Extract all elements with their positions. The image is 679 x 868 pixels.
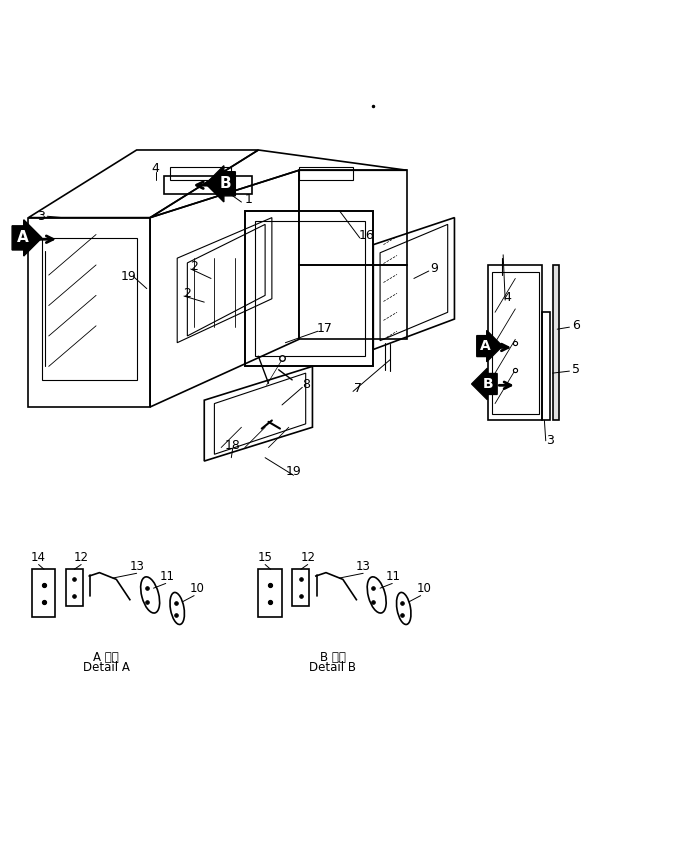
Polygon shape bbox=[553, 265, 559, 420]
Text: 4: 4 bbox=[503, 291, 511, 304]
Text: 1: 1 bbox=[244, 193, 252, 206]
Text: 8: 8 bbox=[301, 378, 310, 391]
Text: A 詳細: A 詳細 bbox=[93, 651, 119, 664]
Ellipse shape bbox=[397, 593, 411, 624]
Text: B: B bbox=[219, 176, 231, 191]
Text: 10: 10 bbox=[190, 582, 205, 595]
Text: 13: 13 bbox=[129, 560, 144, 573]
Text: 19: 19 bbox=[121, 270, 136, 283]
Text: 12: 12 bbox=[74, 551, 89, 564]
Text: 13: 13 bbox=[356, 560, 371, 573]
Text: 19: 19 bbox=[286, 465, 301, 478]
Text: A: A bbox=[17, 230, 29, 246]
Text: 15: 15 bbox=[257, 551, 272, 564]
Text: Detail B: Detail B bbox=[309, 661, 356, 674]
Text: 3: 3 bbox=[37, 210, 45, 223]
Text: 11: 11 bbox=[160, 569, 175, 582]
Ellipse shape bbox=[367, 577, 386, 613]
Text: 11: 11 bbox=[386, 569, 401, 582]
Text: 18: 18 bbox=[225, 439, 240, 452]
Text: 12: 12 bbox=[300, 551, 315, 564]
Text: 2: 2 bbox=[190, 260, 198, 273]
Text: 2: 2 bbox=[183, 286, 191, 299]
Text: 17: 17 bbox=[316, 322, 333, 335]
Text: B 詳細: B 詳細 bbox=[320, 651, 346, 664]
Text: A: A bbox=[480, 339, 491, 353]
Text: 10: 10 bbox=[417, 582, 431, 595]
Text: 16: 16 bbox=[359, 229, 374, 242]
Text: 9: 9 bbox=[430, 262, 438, 275]
Text: 6: 6 bbox=[572, 319, 580, 332]
Ellipse shape bbox=[170, 593, 185, 624]
Ellipse shape bbox=[141, 577, 160, 613]
Text: 14: 14 bbox=[31, 551, 46, 564]
Text: 3: 3 bbox=[547, 434, 555, 447]
Text: 4: 4 bbox=[151, 161, 160, 174]
Text: Detail A: Detail A bbox=[83, 661, 130, 674]
Text: 5: 5 bbox=[572, 364, 580, 376]
Text: B: B bbox=[483, 377, 494, 391]
Text: 7: 7 bbox=[354, 382, 362, 395]
